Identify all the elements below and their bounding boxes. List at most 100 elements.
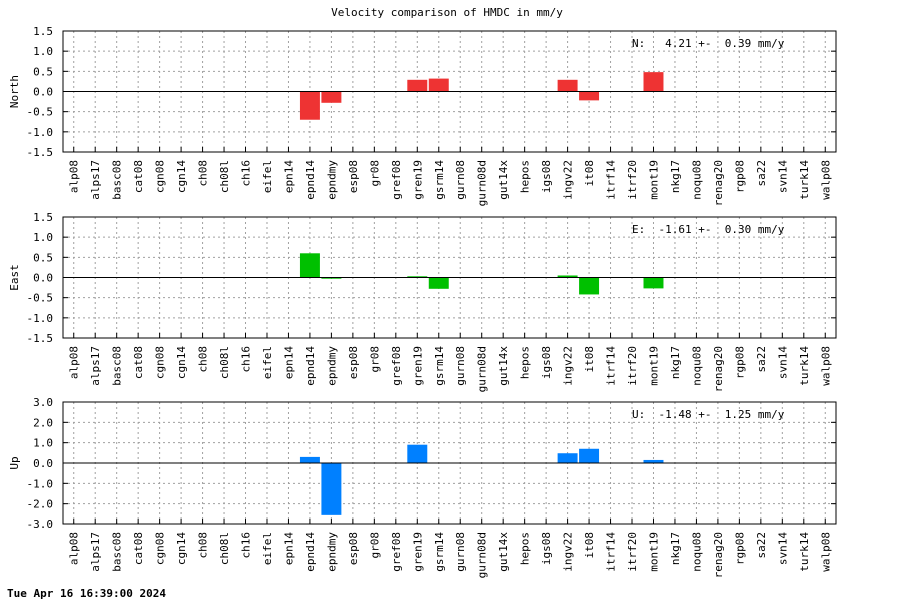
chart-panel-up: -3.0 -2.0 -1.0 0.0 1.0 2.0 3.0 alp08 alps17 basc0… xyxy=(8,396,837,578)
x-category-label: igs08 xyxy=(540,346,553,379)
x-category-label: it08 xyxy=(583,160,596,187)
x-category-label: noqu08 xyxy=(690,532,703,572)
y-tick-label: 2.0 xyxy=(33,416,53,429)
x-category-label: rgp08 xyxy=(733,160,746,193)
bar-epndmy xyxy=(321,91,342,103)
x-category-label: nkg17 xyxy=(669,346,682,379)
x-category-label: turk14 xyxy=(798,346,811,386)
x-category-label: gut14x xyxy=(497,532,510,572)
x-category-label: svn14 xyxy=(776,346,789,379)
y-tick-label: -0.5 xyxy=(27,106,54,119)
x-category-label: it08 xyxy=(583,346,596,373)
bar-mont19 xyxy=(643,277,664,289)
x-category-label: ingv22 xyxy=(562,160,575,200)
x-category-label: ch16 xyxy=(240,532,253,559)
x-category-label: epn14 xyxy=(282,160,295,193)
x-category-label: igs08 xyxy=(540,532,553,565)
x-category-label: gref08 xyxy=(390,532,403,572)
x-category-label: igs08 xyxy=(540,160,553,193)
x-category-label: basc08 xyxy=(111,346,124,386)
x-category-label: eifel xyxy=(261,346,274,379)
x-category-label: ch08l xyxy=(218,160,231,193)
x-category-label: ch08 xyxy=(197,346,210,373)
x-category-label: sa22 xyxy=(755,160,768,187)
bar-it08 xyxy=(579,448,600,463)
bar-gren19 xyxy=(407,444,428,463)
x-category-label: hepos xyxy=(519,160,532,193)
y-tick-label: 1.5 xyxy=(33,25,53,38)
bar-gsrm14 xyxy=(428,78,449,92)
x-category-label: itrf20 xyxy=(626,160,639,200)
x-category-label: turk14 xyxy=(798,160,811,200)
x-category-label: esp08 xyxy=(347,346,360,379)
x-category-label: ch08 xyxy=(197,532,210,559)
x-category-label: svn14 xyxy=(776,532,789,565)
y-tick-label: -0.5 xyxy=(27,292,54,305)
x-category-label: epndmy xyxy=(325,160,338,200)
x-category-label: ch08 xyxy=(197,160,210,187)
x-category-label: eifel xyxy=(261,160,274,193)
x-category-label: gsrm14 xyxy=(433,160,446,200)
x-category-label: epn14 xyxy=(282,346,295,379)
x-category-label: gsrm14 xyxy=(433,346,446,386)
y-tick-label: 0.5 xyxy=(33,251,53,264)
x-category-label: gr08 xyxy=(368,532,381,559)
y-tick-label: 0.0 xyxy=(33,457,53,470)
x-category-label: gurn08 xyxy=(454,532,467,572)
x-category-label: nkg17 xyxy=(669,160,682,193)
bar-ingv22 xyxy=(557,453,578,463)
x-category-label: gurn08d xyxy=(476,346,489,392)
x-category-label: gurn08 xyxy=(454,346,467,386)
x-category-label: noqu08 xyxy=(690,160,703,200)
x-category-label: gurn08 xyxy=(454,160,467,200)
y-tick-label: 1.0 xyxy=(33,231,53,244)
y-tick-label: -1.0 xyxy=(27,477,54,490)
x-category-label: alp08 xyxy=(68,346,81,379)
x-category-label: cat08 xyxy=(132,160,145,193)
x-category-label: renag20 xyxy=(712,346,725,392)
timestamp: Tue Apr 16 16:39:00 2024 xyxy=(7,587,166,600)
x-category-label: ingv22 xyxy=(562,532,575,572)
x-category-label: ch08l xyxy=(218,346,231,379)
x-category-label: itrf20 xyxy=(626,346,639,386)
x-category-label: epnd14 xyxy=(304,346,317,386)
x-category-label: itrf14 xyxy=(605,532,618,572)
x-category-label: cat08 xyxy=(132,346,145,379)
x-category-label: rgp08 xyxy=(733,532,746,565)
y-tick-label: -2.0 xyxy=(27,498,54,511)
x-category-label: hepos xyxy=(519,346,532,379)
x-category-label: alp08 xyxy=(68,532,81,565)
x-category-label: epndmy xyxy=(325,532,338,572)
y-tick-label: 0.0 xyxy=(33,272,53,285)
x-category-label: alps17 xyxy=(89,346,102,386)
x-category-label: turk14 xyxy=(798,532,811,572)
bar-epnd14 xyxy=(299,91,320,120)
bar-epnd14 xyxy=(299,456,320,463)
x-category-label: epnd14 xyxy=(304,532,317,572)
x-category-label: ch08l xyxy=(218,532,231,565)
y-tick-label: -1.5 xyxy=(27,332,54,345)
x-category-label: epnd14 xyxy=(304,160,317,200)
x-category-label: basc08 xyxy=(111,532,124,572)
x-category-label: eifel xyxy=(261,532,274,565)
x-category-label: itrf14 xyxy=(605,346,618,386)
x-category-label: cgn14 xyxy=(175,160,188,193)
y-tick-label: 1.0 xyxy=(33,437,53,450)
chart-panel-east: -1.5 -1.0 -0.5 0.0 0.5 1.0 1.5 alp08 alps17 basc0… xyxy=(8,211,837,392)
y-tick-label: 3.0 xyxy=(33,396,53,409)
stats-annotation: U: -1.48 +- 1.25 mm/y xyxy=(632,408,785,421)
x-category-label: cat08 xyxy=(132,532,145,565)
x-category-label: svn14 xyxy=(776,160,789,193)
x-category-label: mont19 xyxy=(647,160,660,200)
x-category-label: esp08 xyxy=(347,532,360,565)
x-category-label: walp08 xyxy=(819,160,832,200)
x-category-label: cgn14 xyxy=(175,532,188,565)
x-category-label: renag20 xyxy=(712,160,725,206)
x-category-label: epn14 xyxy=(282,532,295,565)
x-category-label: cgn08 xyxy=(154,160,167,193)
x-category-label: gren19 xyxy=(411,346,424,386)
x-category-label: gut14x xyxy=(497,346,510,386)
x-category-label: basc08 xyxy=(111,160,124,200)
bar-it08 xyxy=(579,277,600,295)
